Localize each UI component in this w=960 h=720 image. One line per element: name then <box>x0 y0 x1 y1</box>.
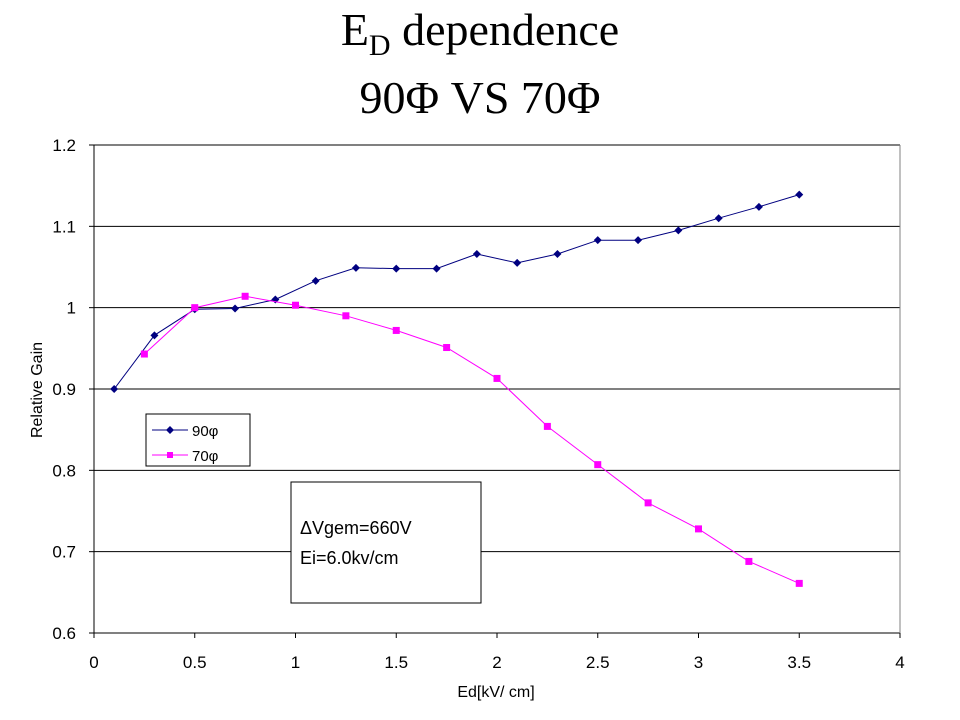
annotation-box: ΔVgem=660V Ei=6.0kv/cm <box>290 481 482 604</box>
data-point-90 <box>754 202 763 211</box>
legend-box <box>145 413 251 467</box>
annotation-line-2: Ei=6.0kv/cm <box>300 548 399 568</box>
data-point-90 <box>472 249 481 258</box>
title-main: E <box>340 4 369 55</box>
x-tick-label: 1.5 <box>384 653 408 672</box>
x-tick-label: 1 <box>291 653 300 672</box>
y-tick-label: 0.7 <box>52 543 76 562</box>
gridlines <box>94 144 900 634</box>
data-point-70 <box>140 350 148 358</box>
data-point-90 <box>351 263 360 272</box>
data-point-90 <box>110 385 119 393</box>
y-axis-title: Relative Gain <box>29 342 46 438</box>
annotation-frame <box>290 481 482 604</box>
data-point-70 <box>543 422 551 430</box>
chart-title: ED dependence 90Φ VS 70Φ <box>0 4 960 124</box>
data-point-90 <box>593 236 602 245</box>
data-point-70 <box>594 461 602 469</box>
data-point-70 <box>443 344 451 352</box>
data-point-90 <box>714 214 723 223</box>
data-point-70 <box>644 499 652 507</box>
data-point-90 <box>795 190 804 199</box>
x-tick-label: 2.5 <box>586 653 610 672</box>
data-point-90 <box>150 331 159 340</box>
data-point-90 <box>432 264 441 273</box>
data-point-70 <box>241 292 249 300</box>
data-point-90 <box>231 304 240 313</box>
series <box>110 190 804 587</box>
data-point-90 <box>553 249 562 258</box>
series-line-70 <box>144 295 800 584</box>
tick-labels: 0.6 0.7 0.8 0.9 1 1.1 1.2 0 0.5 1 1.5 2 2.5 3 3.5 4 <box>52 136 904 672</box>
data-point-70 <box>342 312 350 320</box>
series-line-90 <box>113 194 800 390</box>
data-point-70 <box>392 326 400 334</box>
data-point-70 <box>795 579 803 587</box>
data-point-90 <box>513 258 522 267</box>
y-tick-label: 0.8 <box>52 461 76 480</box>
legend-marker-90 <box>166 426 174 434</box>
legend-marker-70 <box>167 452 173 458</box>
title-line-1: ED dependence <box>0 4 960 72</box>
legend: 90φ 70φ <box>145 413 251 467</box>
y-tick-label: 1.2 <box>52 136 76 155</box>
data-point-70 <box>745 557 753 565</box>
y-tick-label: 1 <box>67 299 76 318</box>
x-tick-label: 4 <box>895 653 904 672</box>
title-rest: dependence <box>390 4 620 55</box>
y-tick-label: 1.1 <box>52 217 76 236</box>
title-subscript: D <box>368 29 391 62</box>
annotation-line-1: ΔVgem=660V <box>300 518 412 538</box>
data-point-70 <box>493 374 501 382</box>
data-point-70 <box>191 304 199 312</box>
x-tick-label: 3 <box>694 653 703 672</box>
data-point-70 <box>695 525 702 533</box>
y-tick-label: 0.6 <box>52 624 76 643</box>
x-tick-label: 3.5 <box>787 653 811 672</box>
x-tick-label: 0 <box>89 653 98 672</box>
data-point-90 <box>311 276 320 285</box>
x-axis-title: Ed[kV/ cm] <box>457 684 534 701</box>
axes <box>89 144 901 638</box>
legend-label-70: 70φ <box>192 448 219 465</box>
data-point-90 <box>634 236 643 245</box>
data-point-70 <box>292 301 299 309</box>
title-line-2: 90Φ VS 70Φ <box>359 72 601 123</box>
x-tick-label: 2 <box>492 653 501 672</box>
data-point-90 <box>392 264 401 273</box>
y-tick-label: 0.9 <box>52 380 76 399</box>
x-tick-label: 0.5 <box>183 653 207 672</box>
data-point-90 <box>674 226 683 235</box>
legend-label-90: 90φ <box>192 423 219 440</box>
